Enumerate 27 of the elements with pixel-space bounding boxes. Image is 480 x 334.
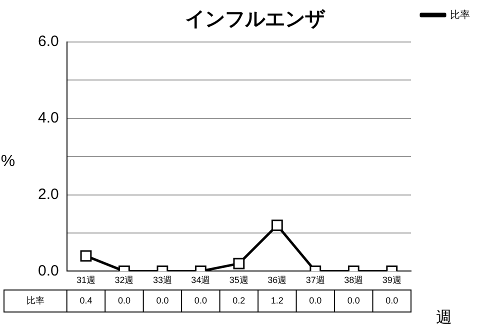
- y-axis-title: %: [0, 153, 16, 170]
- data-label: 0.0: [156, 295, 169, 306]
- y-tick-label: 4.0: [38, 110, 59, 127]
- x-tick-label: 36週: [268, 275, 287, 286]
- x-tick-label: 37週: [306, 275, 325, 286]
- data-label: 0.4: [80, 295, 92, 306]
- data-label: 0.2: [232, 295, 246, 306]
- data-label: 0.0: [118, 295, 130, 306]
- data-label: 0.0: [347, 295, 360, 306]
- x-tick-label: 38週: [344, 275, 364, 286]
- data-label: 0.0: [194, 295, 207, 306]
- text: 比率: [26, 295, 44, 306]
- data-label: 0.0: [386, 295, 398, 306]
- x-tick-label: 32週: [114, 275, 134, 286]
- y-tick-label: 6.0: [38, 33, 59, 50]
- x-tick-label: 31週: [76, 275, 96, 286]
- x-tick-label: 39週: [382, 275, 402, 286]
- legend-label: 比率: [450, 8, 470, 21]
- y-tick-label: 0.0: [38, 262, 59, 280]
- x-tick-label: 34週: [191, 275, 210, 286]
- chart-title: インフルエンザ: [185, 8, 326, 31]
- data-label: 0.0: [309, 295, 322, 306]
- y-tick-label: 2.0: [38, 186, 59, 203]
- data-label: 1.2: [270, 295, 284, 306]
- x-axis-title: 週: [436, 309, 452, 326]
- x-tick-label: 35週: [229, 275, 248, 286]
- x-tick-label: 33週: [152, 275, 172, 286]
